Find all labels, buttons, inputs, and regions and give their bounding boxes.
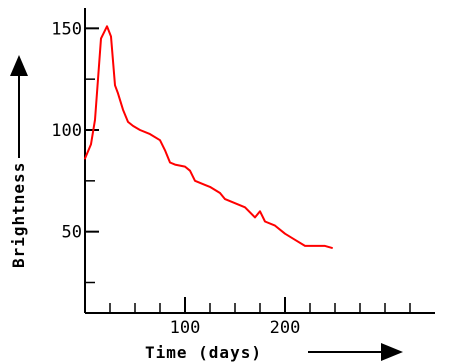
y-axis-title: Brightness (9, 162, 28, 268)
y-tick-label: 50 (62, 223, 82, 243)
series-line-0 (84, 25, 333, 249)
x-axis-title: Time (days) (145, 343, 262, 362)
x-tick-label: 200 (270, 318, 301, 338)
x-axis-arrow-head (381, 343, 403, 361)
tick-labels: 100 200 50 100 150 (51, 19, 300, 338)
series-layer (84, 25, 333, 249)
y-tick-label: 150 (51, 19, 82, 39)
y-tick-label: 100 (51, 121, 82, 141)
tick-marks (85, 27, 411, 313)
y-axis-arrow-head (10, 55, 28, 76)
axes (84, 8, 435, 314)
x-tick-label: 100 (170, 318, 201, 338)
